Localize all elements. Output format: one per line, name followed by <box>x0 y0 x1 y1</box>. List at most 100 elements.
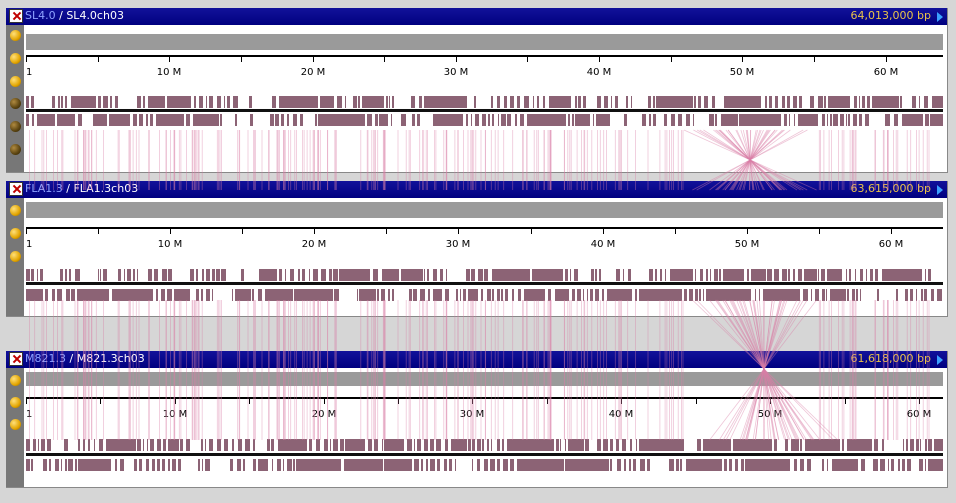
ruler-label: 10 M <box>162 409 188 420</box>
toggle-button-icon[interactable] <box>10 419 21 430</box>
feature-block <box>330 439 332 451</box>
feature-block <box>559 439 562 451</box>
feature-block <box>548 289 552 301</box>
feature-block <box>52 96 55 108</box>
close-track-icon[interactable] <box>9 182 23 196</box>
feature-block <box>278 269 282 281</box>
feature-block <box>177 459 181 471</box>
toggle-button-icon[interactable] <box>10 251 21 262</box>
chromosome-overview[interactable] <box>26 34 943 50</box>
feature-block <box>622 439 627 451</box>
feature-block <box>61 96 63 108</box>
feature-block <box>149 439 154 451</box>
toggle-button-icon[interactable] <box>10 121 21 132</box>
toggle-button-icon[interactable] <box>10 30 21 41</box>
feature-block <box>575 114 591 126</box>
ruler-tick <box>169 55 170 62</box>
ruler-label: 30 M <box>445 239 471 250</box>
close-track-icon[interactable] <box>9 9 23 23</box>
feature-block <box>699 289 701 301</box>
feature-block <box>592 114 594 126</box>
feature-block <box>443 459 448 471</box>
feature-block <box>652 96 655 108</box>
feature-track-upper <box>26 269 943 281</box>
feature-block <box>874 269 879 281</box>
feature-block <box>156 114 185 126</box>
chromosome-name[interactable]: SL4.0ch03 <box>66 9 124 22</box>
feature-block <box>826 114 829 126</box>
feature-block <box>427 289 431 301</box>
feature-block <box>523 289 546 301</box>
feature-block <box>597 96 601 108</box>
feature-block <box>252 289 255 301</box>
chromosome-overview[interactable] <box>26 372 943 386</box>
feature-block <box>173 289 190 301</box>
feature-track-lower <box>26 114 943 126</box>
toggle-button-icon[interactable] <box>10 98 21 109</box>
chromosome-overview[interactable] <box>26 202 943 218</box>
genome-name[interactable]: M821.3 <box>25 352 66 365</box>
chromosome-size: 64,013,000 bp <box>850 9 931 22</box>
toggle-button-icon[interactable] <box>10 144 21 155</box>
feature-block <box>51 289 55 301</box>
feature-block <box>103 269 108 281</box>
feature-block <box>503 96 507 108</box>
feature-block <box>595 114 610 126</box>
feature-block <box>694 269 697 281</box>
feature-track-upper <box>26 439 943 451</box>
ruler-label: 30 M <box>443 67 469 78</box>
feature-block <box>664 269 667 281</box>
toggle-button-icon[interactable] <box>10 375 21 386</box>
feature-block <box>384 459 412 471</box>
feature-block <box>421 459 423 471</box>
expand-arrow-icon[interactable] <box>937 185 943 195</box>
feature-block <box>233 96 238 108</box>
feature-block <box>641 114 647 126</box>
feature-block <box>739 114 781 126</box>
toggle-button-icon[interactable] <box>10 53 21 64</box>
feature-block <box>480 289 483 301</box>
chromosome-size: 63,615,000 bp <box>850 182 931 195</box>
ruler-label: 50 M <box>757 409 783 420</box>
feature-block <box>703 439 732 451</box>
feature-block <box>114 459 117 471</box>
feature-block <box>849 269 852 281</box>
toggle-button-icon[interactable] <box>10 205 21 216</box>
feature-block <box>881 269 922 281</box>
feature-block <box>846 269 848 281</box>
expand-arrow-icon[interactable] <box>937 12 943 22</box>
chromosome-name[interactable]: FLA1.3ch03 <box>73 182 139 195</box>
toggle-button-icon[interactable] <box>10 397 21 408</box>
feature-block <box>94 439 96 451</box>
feature-block <box>925 114 929 126</box>
feature-block <box>216 439 222 451</box>
ruler-tick <box>747 227 748 234</box>
toggle-button-icon[interactable] <box>10 228 21 239</box>
chromosome-name[interactable]: M821.3ch03 <box>76 352 145 365</box>
close-track-icon[interactable] <box>9 352 23 366</box>
feature-block <box>436 439 441 451</box>
feature-block <box>602 289 605 301</box>
genome-name[interactable]: SL4.0 <box>25 9 56 22</box>
feature-block <box>829 114 832 126</box>
feature-block <box>841 439 845 451</box>
feature-block <box>37 439 40 451</box>
ruler-label: 1 <box>26 239 33 250</box>
feature-block <box>409 289 413 301</box>
toggle-button-icon[interactable] <box>10 76 21 87</box>
feature-block <box>201 269 204 281</box>
expand-arrow-icon[interactable] <box>937 355 943 365</box>
feature-block <box>358 96 360 108</box>
feature-block <box>136 439 141 451</box>
feature-block <box>859 114 862 126</box>
feature-block <box>931 289 934 301</box>
ruler-tick <box>398 397 399 404</box>
position-ruler: 1 10 M 20 M 30 M 40 M 50 M 60 M <box>26 55 943 78</box>
feature-block <box>685 114 690 126</box>
feature-block <box>897 459 900 471</box>
ruler-tick <box>742 55 743 62</box>
feature-block <box>377 289 379 301</box>
genome-name[interactable]: FLA1.3 <box>25 182 63 195</box>
feature-block <box>162 459 165 471</box>
feature-block <box>719 269 721 281</box>
